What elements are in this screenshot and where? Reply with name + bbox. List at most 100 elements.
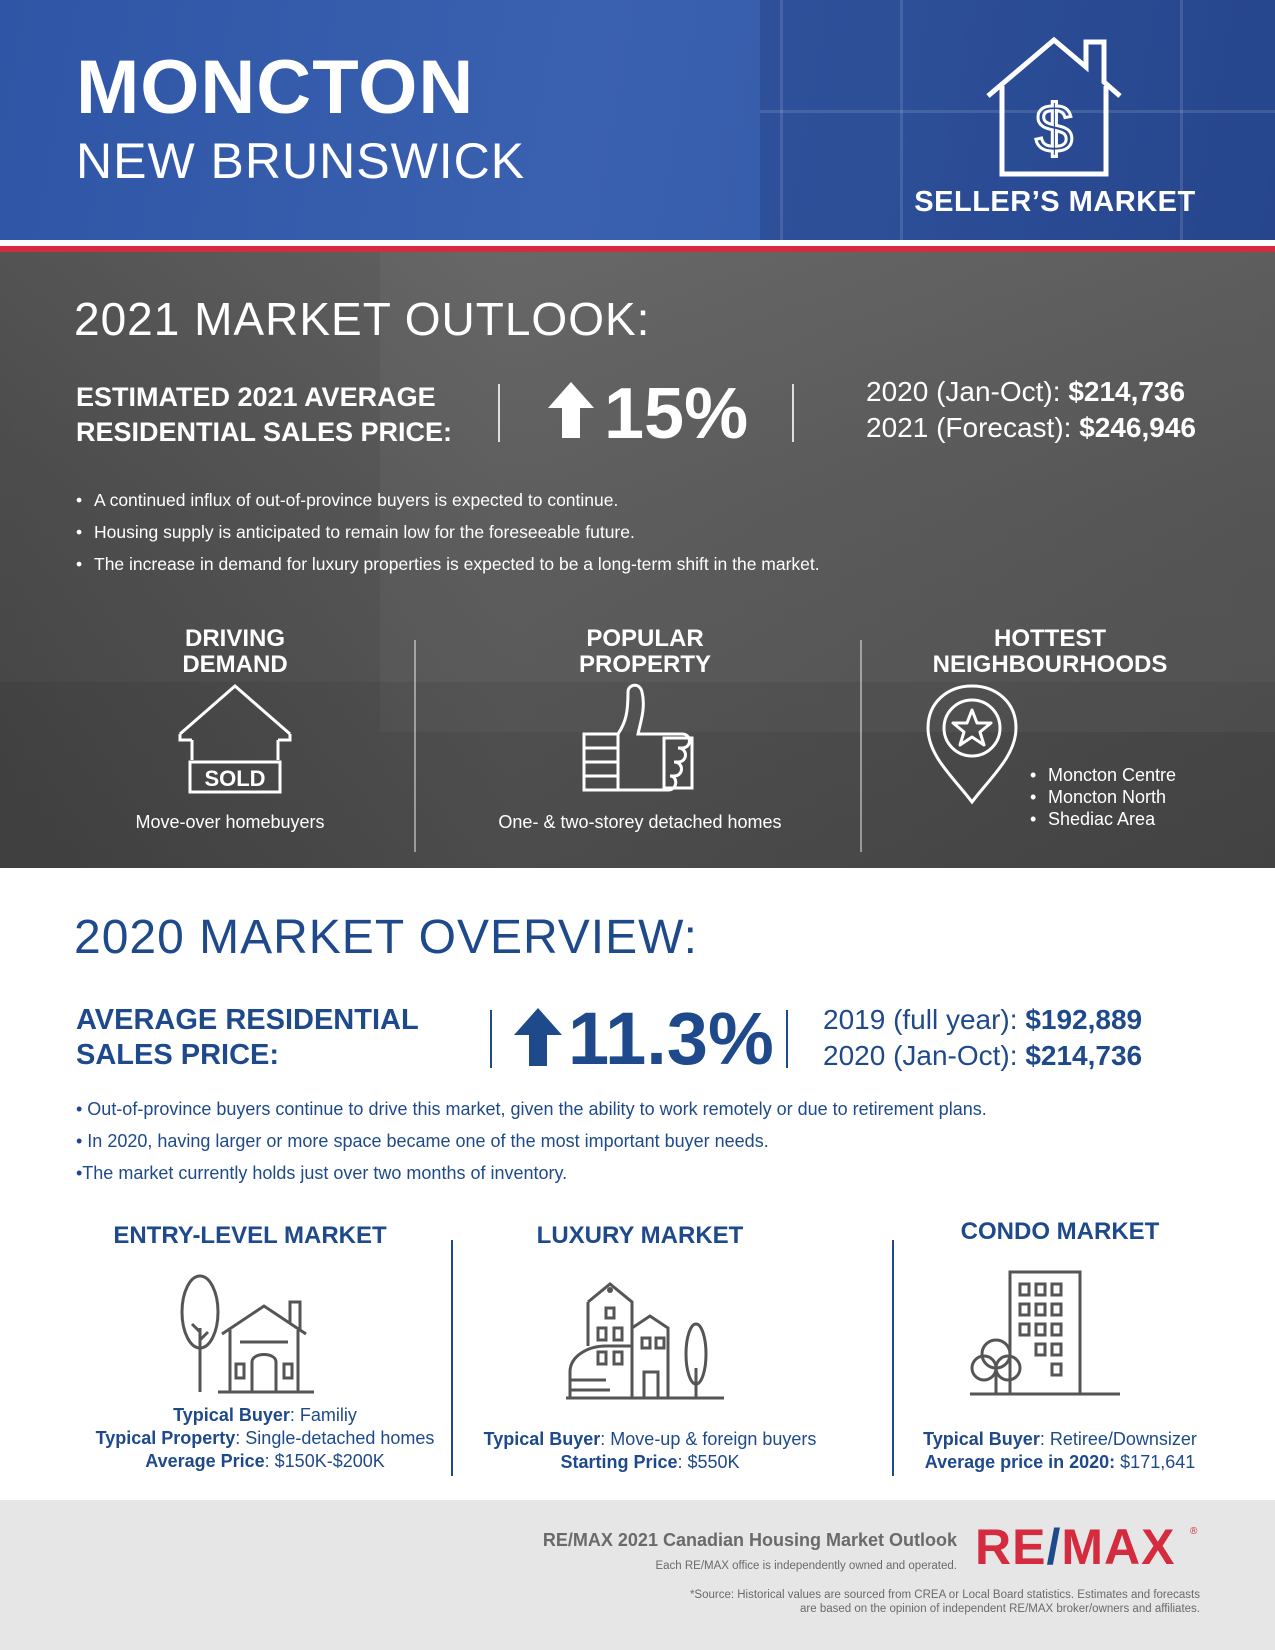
price-label: 2020 (Jan-Oct): — [866, 376, 1069, 407]
remax-logo: RE/MAX — [975, 1522, 1175, 1572]
info-label: Average price in 2020: — [924, 1452, 1116, 1472]
source-line: *Source: Historical values are sourced f… — [689, 1589, 1200, 1601]
neighbourhood-name: Shediac Area — [1048, 809, 1156, 829]
arrow-up-icon — [548, 382, 594, 438]
house-tree-icon — [180, 1274, 314, 1394]
outlook-section: 2021 MARKET OUTLOOK: ESTIMATED 2021 AVER… — [0, 252, 1275, 868]
neighbourhood-name: Moncton Centre — [1048, 765, 1177, 785]
info-value: $171,641 — [1115, 1452, 1196, 1472]
price-label: 2020 (Jan-Oct): — [823, 1040, 1026, 1071]
info-row: Typical Property: Single-detached homes — [80, 1427, 450, 1450]
column-divider — [414, 640, 416, 852]
info-label: Typical Buyer — [173, 1405, 290, 1425]
price-value: $246,946 — [1079, 412, 1196, 443]
header-building-line — [780, 0, 783, 240]
title-line: DEMAND — [182, 651, 288, 678]
info-value: : $550K — [677, 1452, 740, 1472]
overview-title: 2020 MARKET OVERVIEW: — [74, 911, 698, 964]
list-item: • Housing supply is anticipated to remain… — [76, 522, 635, 542]
info-value: : Single-detached homes — [235, 1428, 435, 1448]
overview-price-label: AVERAGE RESIDENTIAL SALES PRICE: — [76, 1003, 476, 1073]
info-value: : Familiy — [289, 1405, 357, 1425]
source-line: are based on the opinion of independent … — [800, 1603, 1200, 1615]
info-value: : Retiree/Downsizer — [1039, 1429, 1197, 1449]
outlook-divider — [792, 384, 794, 442]
column-divider — [892, 1240, 894, 1476]
overview-bullets: • Out-of-province buyers continue to dri… — [76, 1093, 987, 1189]
logo-slash: / — [1046, 1519, 1062, 1575]
header-building-line — [760, 110, 1275, 113]
header-banner: MONCTON NEW BRUNSWICK $ SELLER’S MARKET — [0, 0, 1275, 240]
outlook-bg-ground — [0, 682, 1275, 868]
overview-price-label-line1: AVERAGE RESIDENTIAL — [76, 1004, 419, 1036]
map-pin-star-icon — [926, 684, 1018, 805]
list-item: • A continued influx of out-of-province b… — [76, 490, 619, 510]
outlook-price-label-line2: RESIDENTIAL SALES PRICE: — [76, 417, 453, 447]
bullet-text: Housing supply is anticipated to remain … — [94, 522, 635, 542]
arrow-up-icon — [514, 1008, 562, 1066]
luxury-market-title: LUXURY MARKET — [536, 1222, 744, 1249]
info-row: Typical Buyer: Familiy — [80, 1404, 450, 1427]
luxury-market-info: Typical Buyer: Move-up & foreign buyers … — [470, 1428, 830, 1474]
overview-divider — [786, 1010, 788, 1068]
overview-price-row: 2020 (Jan-Oct): $214,736 — [823, 1038, 1142, 1074]
info-value: : Move-up & foreign buyers — [600, 1429, 817, 1449]
overview-divider — [490, 1010, 492, 1068]
footer-title: RE/MAX 2021 Canadian Housing Market Outl… — [542, 1530, 957, 1550]
info-row: Starting Price: $550K — [470, 1451, 830, 1474]
outlook-title: 2021 MARKET OUTLOOK: — [74, 293, 651, 345]
bullet-text: The increase in demand for luxury proper… — [94, 554, 820, 574]
svg-text:$: $ — [1035, 91, 1073, 167]
overview-price-row: 2019 (full year): $192,889 — [823, 1002, 1142, 1038]
info-row: Typical Buyer: Move-up & foreign buyers — [470, 1428, 830, 1451]
info-label: Typical Buyer — [923, 1429, 1040, 1449]
outlook-price-label-line1: ESTIMATED 2021 AVERAGE — [76, 382, 436, 412]
price-value: $192,889 — [1025, 1004, 1143, 1035]
list-item: •The market currently holds just over tw… — [76, 1163, 568, 1183]
outlook-bullets: • A continued influx of out-of-province b… — [76, 484, 820, 580]
province-title: NEW BRUNSWICK — [76, 133, 526, 189]
condo-market-title: CONDO MARKET — [960, 1218, 1160, 1245]
info-label: Starting Price — [560, 1452, 678, 1472]
entry-market-title: ENTRY-LEVEL MARKET — [113, 1222, 387, 1249]
popular-property-title: POPULAR PROPERTY — [530, 626, 760, 678]
info-row: Average price in 2020: $171,641 — [885, 1451, 1235, 1474]
info-label: Typical Property — [95, 1428, 236, 1448]
list-item: • Shediac Area — [1030, 809, 1156, 829]
condo-building-icon — [970, 1270, 1120, 1396]
logo-text: RE — [975, 1519, 1047, 1575]
overview-percent: 11.3% — [568, 997, 774, 1080]
house-dollar-icon: $ — [986, 36, 1122, 177]
neighbourhood-list: • Moncton Centre • Moncton North • Shediac … — [1030, 764, 1176, 830]
outlook-bg-building — [380, 252, 1275, 732]
footer: RE/MAX 2021 Canadian Housing Market Outl… — [0, 1500, 1275, 1650]
market-type-label: SELLER’S MARKET — [914, 186, 1196, 218]
list-item: • Moncton Centre — [1030, 765, 1177, 785]
title-line: DRIVING — [184, 625, 285, 652]
info-row: Typical Buyer: Retiree/Downsizer — [885, 1428, 1235, 1451]
outlook-price-values: 2020 (Jan-Oct): $214,736 2021 (Forecast)… — [866, 374, 1196, 446]
info-row: Average Price: $150K-$200K — [80, 1450, 450, 1473]
outlook-price-row: 2020 (Jan-Oct): $214,736 — [866, 374, 1196, 410]
popular-property-caption: One- & two-storey detached homes — [498, 812, 782, 832]
header-stripe-red — [0, 246, 1275, 252]
bullet-text: A continued influx of out-of-province bu… — [94, 490, 619, 510]
title-line: PROPERTY — [578, 651, 712, 678]
thumbs-up-icon — [582, 683, 694, 792]
info-label: Typical Buyer — [483, 1429, 601, 1449]
outlook-divider — [498, 384, 500, 442]
info-value: : $150K-$200K — [264, 1451, 385, 1471]
title-line: POPULAR — [586, 625, 704, 652]
price-value: $214,736 — [1025, 1040, 1143, 1071]
sold-house-icon: SOLD — [178, 684, 292, 794]
header-building-shade — [760, 0, 1275, 240]
list-item: • Out-of-province buyers continue to dri… — [76, 1099, 987, 1119]
city-title: MONCTON — [76, 45, 475, 130]
logo-text: MAX — [1061, 1519, 1176, 1575]
column-divider — [860, 640, 862, 852]
hottest-neighbourhoods-title: HOTTEST NEIGHBOURHOODS — [900, 626, 1200, 678]
overview-price-values: 2019 (full year): $192,889 2020 (Jan-Oct… — [823, 1002, 1142, 1074]
neighbourhood-name: Moncton North — [1048, 787, 1167, 807]
list-item: • The increase in demand for luxury prope… — [76, 554, 820, 574]
outlook-price-label: ESTIMATED 2021 AVERAGE RESIDENTIAL SALES… — [76, 380, 476, 450]
